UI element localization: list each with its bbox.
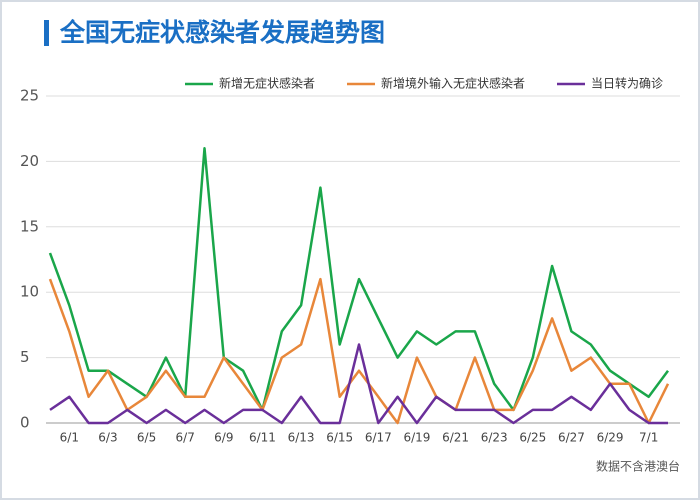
x-tick-label: 6/15 [326, 431, 353, 445]
x-tick-label: 6/29 [597, 431, 624, 445]
x-tick-label: 6/5 [137, 431, 156, 445]
note: 数据不含港澳台 [596, 459, 680, 474]
x-tick-label: 6/11 [249, 431, 276, 445]
x-tick-label: 6/17 [365, 431, 392, 445]
series-line [48, 277, 670, 425]
x-tick-label: 6/25 [519, 431, 546, 445]
legend-label: 当日转为确诊 [591, 76, 663, 91]
x-tick-label: 6/19 [403, 431, 430, 445]
chart-title: 全国无症状感染者发展趋势图 [59, 18, 385, 47]
series-line [49, 343, 668, 425]
legend-label: 新增无症状感染者 [219, 76, 315, 91]
x-tick-label: 6/27 [558, 431, 585, 445]
x-tick-label: 7/1 [639, 431, 658, 445]
title-bar [44, 20, 49, 46]
x-tick-label: 6/9 [214, 431, 233, 445]
y-tick-label: 5 [20, 348, 30, 366]
y-tick-label: 10 [20, 283, 39, 301]
y-tick-label: 20 [20, 152, 39, 170]
legend-label: 新增境外输入无症状感染者 [381, 76, 525, 91]
x-tick-label: 6/1 [60, 431, 79, 445]
y-tick-label: 25 [20, 87, 39, 105]
x-tick-label: 6/3 [98, 431, 117, 445]
x-tick-label: 6/23 [481, 431, 508, 445]
x-tick-label: 6/21 [442, 431, 469, 445]
x-tick-label: 6/13 [288, 431, 315, 445]
x-tick-label: 6/7 [176, 431, 195, 445]
y-tick-label: 0 [20, 414, 30, 432]
y-tick-label: 15 [20, 217, 39, 235]
series-line [48, 147, 670, 412]
